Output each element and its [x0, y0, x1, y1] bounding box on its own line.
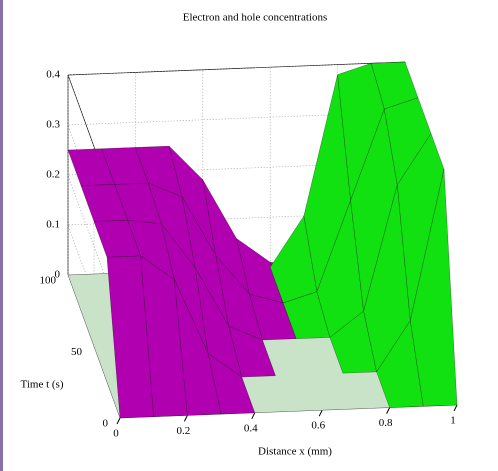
x-tick-label: 0.6 [311, 420, 325, 432]
y-axis-label: Time t (s) [21, 379, 64, 391]
z-tick-label: 0.1 [46, 219, 60, 231]
surface-patch [410, 169, 458, 407]
window-border [0, 0, 3, 471]
x-tick-mark [318, 409, 323, 417]
y-tick-label: 0 [103, 418, 109, 430]
surface-patch [228, 325, 276, 378]
x-tick-mark [453, 404, 458, 412]
x-tick-label: 0.8 [379, 417, 393, 429]
chart-title: Electron and hole concentrations [183, 12, 327, 24]
axis-box-edge [67, 61, 406, 76]
z-tick-label: 0 [55, 269, 61, 281]
surface-patch [207, 352, 256, 415]
x-tick-mark [116, 417, 121, 425]
y-tick-label: 100 [40, 275, 57, 287]
x-tick-label: 0 [113, 428, 119, 440]
z-tick-label: 0.4 [46, 69, 60, 81]
x-tick-label: 1 [450, 415, 456, 427]
x-tick-mark [386, 407, 391, 414]
x-tick-mark [183, 415, 188, 422]
x-tick-label: 0.2 [177, 425, 191, 437]
x-tick-mark [251, 412, 256, 420]
z-tick-label: 0.3 [46, 119, 60, 131]
x-axis-label: Distance x (mm) [258, 446, 332, 458]
y-tick-label: 50 [71, 346, 83, 358]
x-tick-label: 0.4 [244, 422, 258, 434]
z-tick-label: 0.2 [46, 169, 60, 181]
